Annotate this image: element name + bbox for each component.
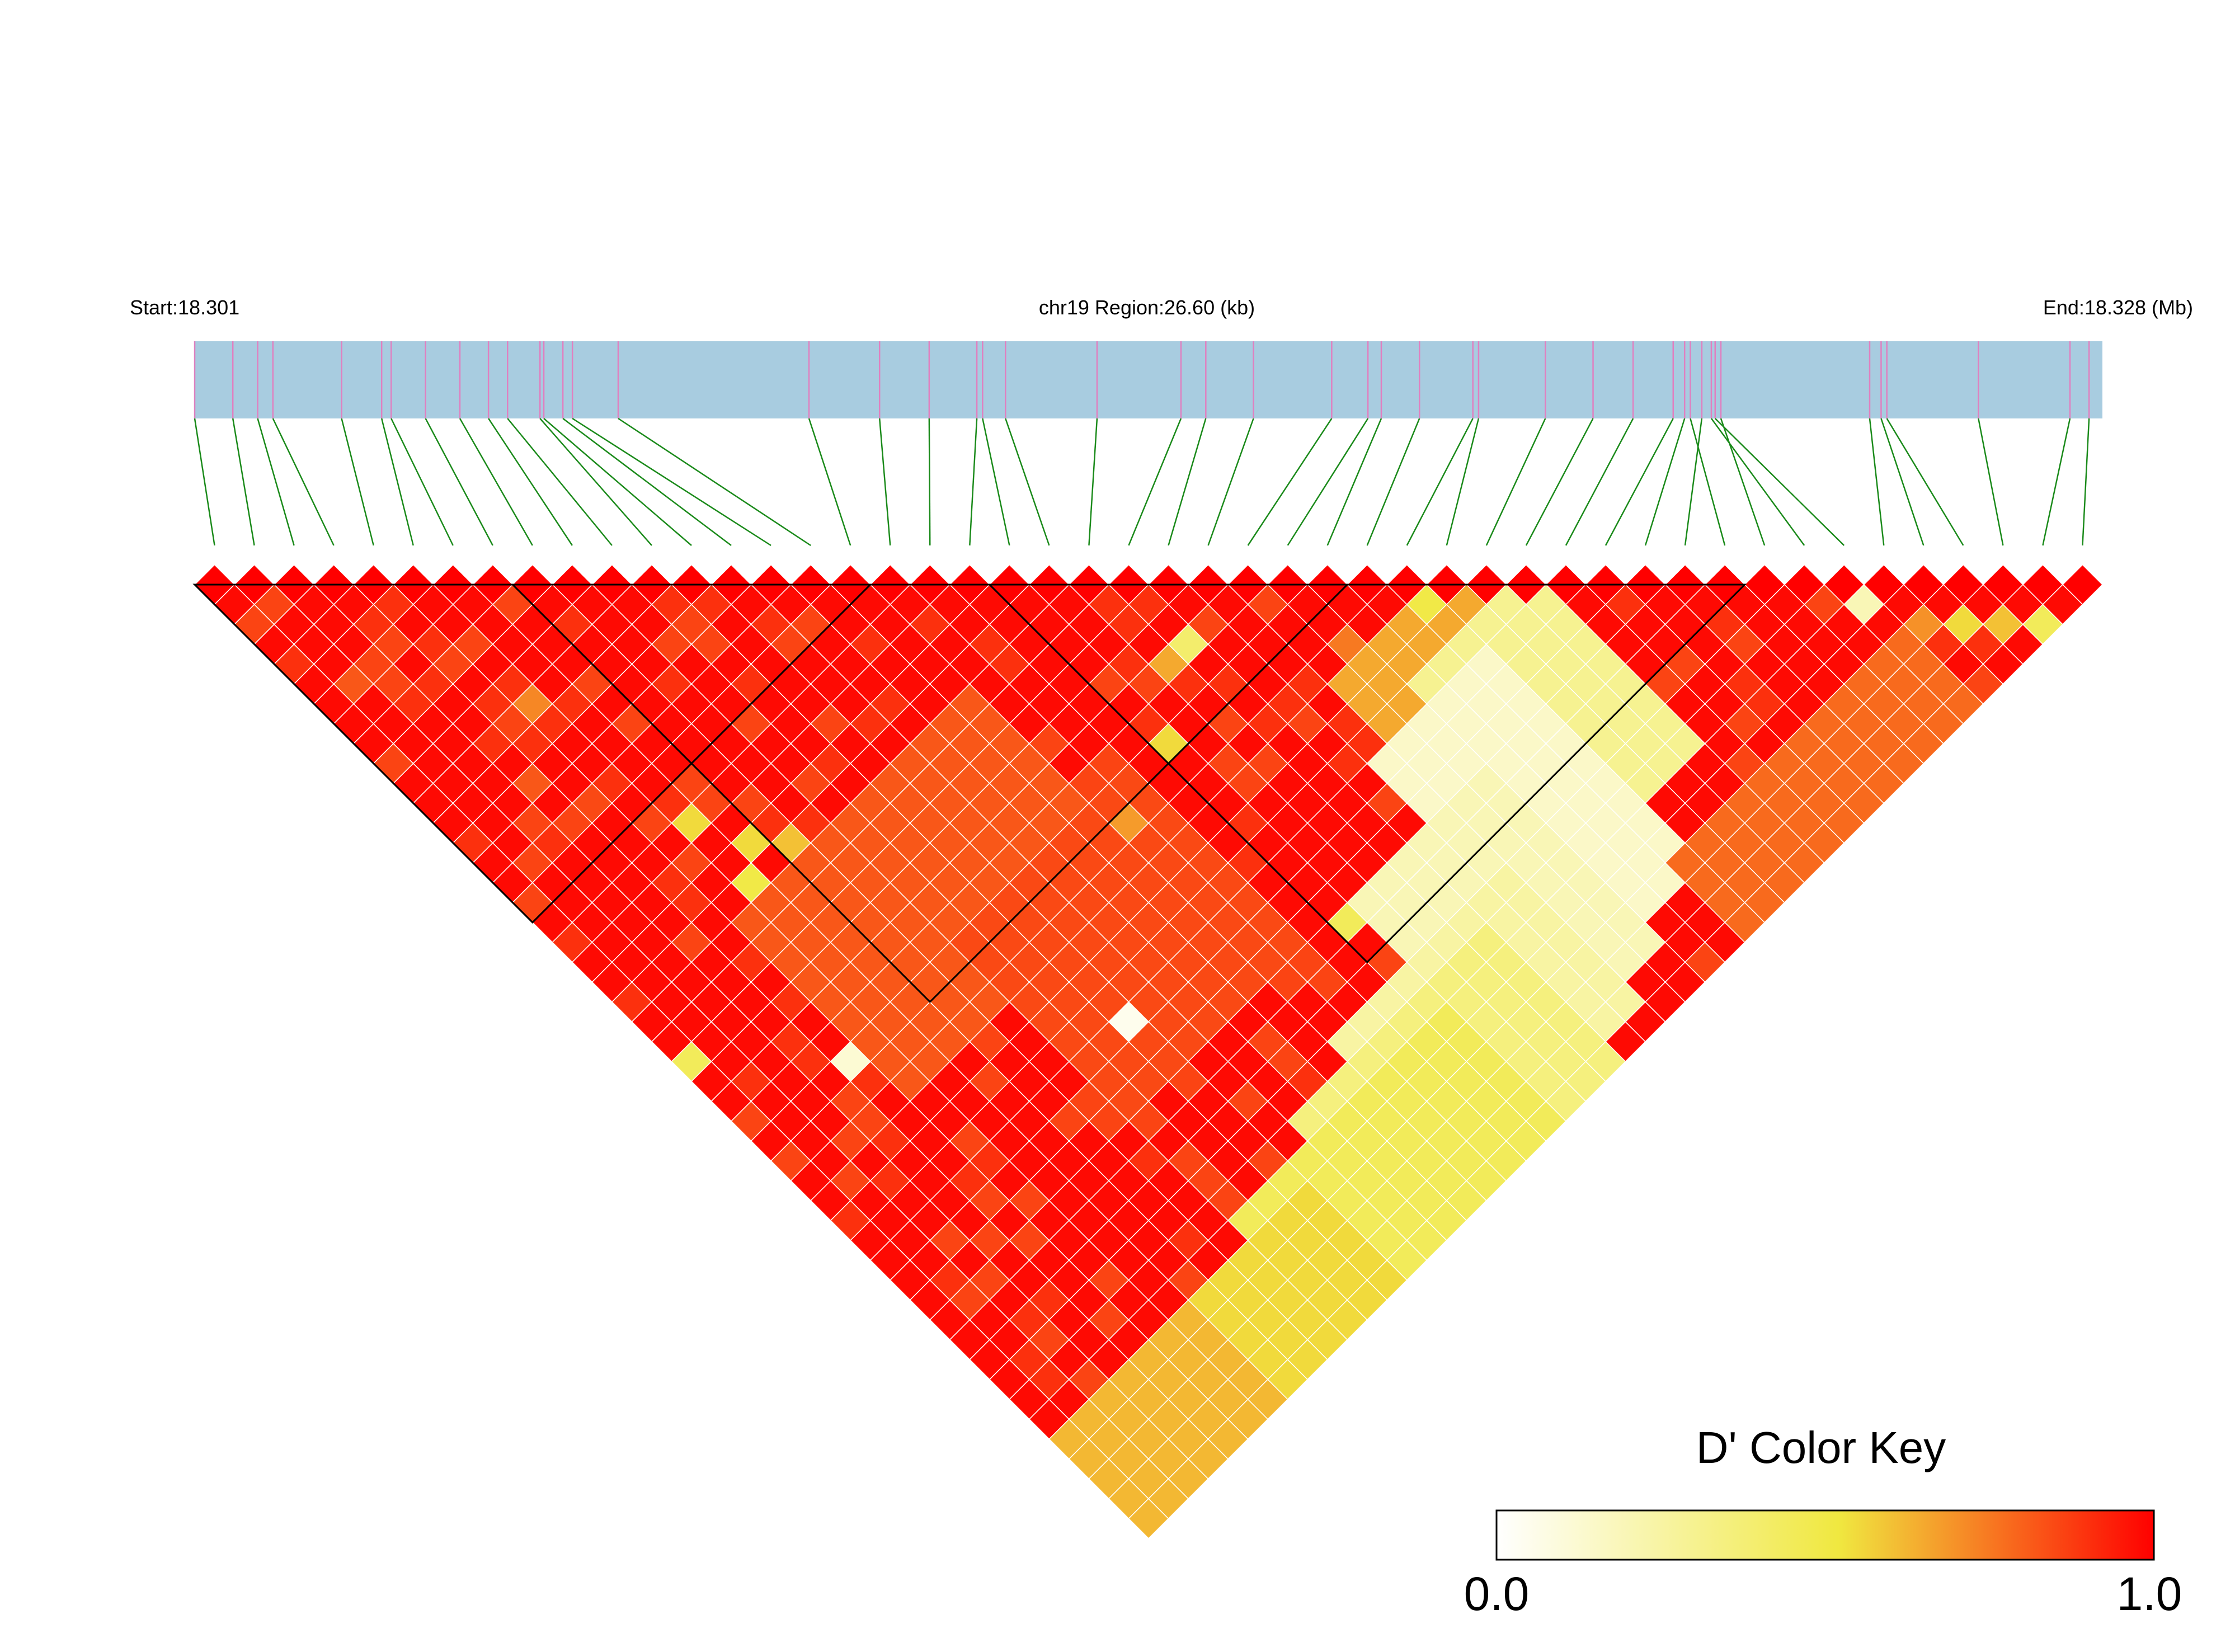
region-start-label: Start:18.301 xyxy=(130,296,239,319)
snp-connector xyxy=(390,418,454,546)
snp-connector xyxy=(1485,418,1546,546)
snp-connector xyxy=(425,418,493,546)
snp-connector xyxy=(1869,418,1885,546)
snp-connector-lines xyxy=(194,417,2090,547)
snp-connector xyxy=(1446,418,1480,546)
snp-connector xyxy=(1207,418,1254,546)
snp-connector xyxy=(1605,418,1674,546)
ld-cell xyxy=(2042,583,2083,625)
snp-connector xyxy=(808,418,851,546)
snp-connector xyxy=(1406,418,1474,546)
snp-connector xyxy=(969,418,978,546)
haplotype-block xyxy=(510,583,1349,1004)
ld-heatmap-cells xyxy=(194,564,2104,1540)
snp-connector xyxy=(1880,418,1925,546)
snp-connector xyxy=(272,418,335,546)
snp-connector xyxy=(1720,418,1766,546)
region-end-label: End:18.328 (Mb) xyxy=(2043,296,2193,319)
snp-connector xyxy=(1710,418,1805,546)
snp-connector xyxy=(459,418,533,546)
snp-connector xyxy=(257,418,295,546)
snp-connector xyxy=(982,418,1010,546)
snp-connector xyxy=(1690,418,1726,546)
snp-connector xyxy=(543,418,692,546)
snp-connector xyxy=(1644,418,1686,546)
snp-connector xyxy=(1005,418,1050,546)
snp-connector xyxy=(562,418,732,546)
snp-connector xyxy=(1684,418,1703,546)
snp-connector xyxy=(572,417,771,547)
snp-connector xyxy=(488,418,573,546)
snp-connector xyxy=(232,418,255,546)
region-track xyxy=(195,341,2102,418)
snp-connector xyxy=(380,418,414,546)
snp-connector xyxy=(1565,418,1634,546)
snp-connector xyxy=(2082,418,2090,546)
snp-connector xyxy=(878,418,891,546)
color-key-bar xyxy=(1495,1509,2155,1561)
snp-connector xyxy=(1128,418,1182,546)
snp-connector xyxy=(341,418,374,546)
color-key-title: D' Color Key xyxy=(1696,1423,1946,1472)
snp-connector xyxy=(539,418,652,546)
snp-connector xyxy=(1366,418,1420,546)
region-title: chr19 Region:26.60 (kb) xyxy=(1039,296,1255,319)
color-key-max-label: 1.0 xyxy=(2117,1568,2182,1620)
snp-connector xyxy=(1247,418,1333,546)
snp-connector xyxy=(1326,418,1382,546)
snp-connector xyxy=(507,418,613,546)
snp-connector xyxy=(1088,418,1098,546)
snp-connector xyxy=(928,418,931,546)
haplotype-block xyxy=(987,583,1747,964)
snp-connector xyxy=(1168,418,1207,546)
snp-connector xyxy=(1978,418,2004,546)
snp-connector xyxy=(1886,418,1964,546)
color-key-min-label: 0.0 xyxy=(1464,1568,1530,1620)
snp-position-ticks xyxy=(194,341,2090,418)
haplotype-block-outlines xyxy=(192,583,1747,1004)
snp-connector xyxy=(1287,418,1369,546)
snp-connector xyxy=(2042,418,2071,546)
snp-connector xyxy=(1525,418,1594,546)
snp-connector xyxy=(1714,418,1845,546)
snp-connector xyxy=(618,417,811,547)
snp-connector xyxy=(194,418,215,546)
